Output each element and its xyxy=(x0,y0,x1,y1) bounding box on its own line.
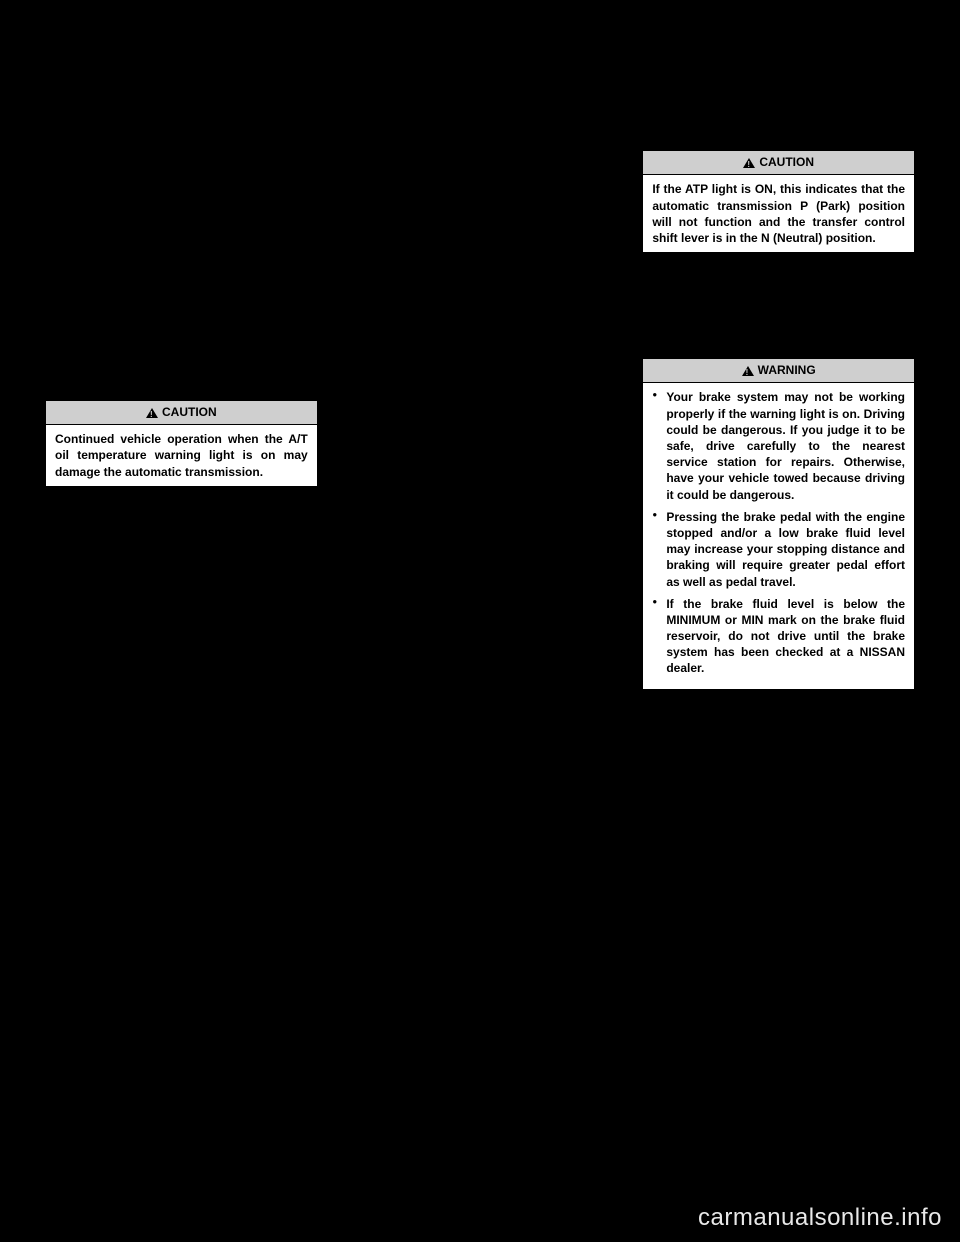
4wd-inline-icon xyxy=(168,514,198,526)
parking-brake-sub: Parking brake indicator: xyxy=(344,282,617,299)
caution-box-1: CAUTION Continued vehicle operation when… xyxy=(45,400,318,487)
warning-triangle-icon xyxy=(146,408,158,418)
at-oil-temp-icon: A/T xyxy=(45,289,75,313)
caution-box-2: CAUTION If the ATP light is ON, this ind… xyxy=(642,150,915,253)
caution-2-label: CAUTION xyxy=(759,154,814,171)
low-fluid-body: When the ignition switch is placed in th… xyxy=(344,381,617,468)
atp-icon: ATP xyxy=(45,500,75,524)
intro-paragraph: The following warning lights, when activ… xyxy=(45,55,318,125)
additional-info: For additional information see "Vehicle … xyxy=(642,263,915,350)
caution-1-label: CAUTION xyxy=(162,404,217,421)
watermark: carmanualsonline.info xyxy=(698,1204,942,1232)
svg-text:A: A xyxy=(356,71,360,77)
brake-step-1: 1. Check the brake fluid level. Add brak… xyxy=(344,476,617,546)
bullet-at-oil: Automatic Transmission (A/T) oil tempera… xyxy=(45,133,318,168)
see-mfd-note: For more information, see the separate M… xyxy=(45,244,318,279)
brake-intro: This light functions for both the parkin… xyxy=(344,239,617,274)
warning-bullets: Automatic Transmission (A/T) oil tempera… xyxy=(45,133,318,238)
at-park-body: This light indicates that the automatic … xyxy=(45,533,318,637)
abs-body: When the parking brake is released and t… xyxy=(344,616,617,686)
at-check-body: When the ignition switch is placed in th… xyxy=(344,97,617,201)
at-park-title: Automatic Transmission (A/T) park warnin… xyxy=(83,497,318,527)
warning-body: Your brake system may not be working pro… xyxy=(643,383,914,688)
warn-bullet-3: If the brake fluid level is below the MI… xyxy=(652,596,905,677)
warn-bullet-1: Your brake system may not be working pro… xyxy=(652,389,905,502)
svg-text:A/T: A/T xyxy=(52,298,64,305)
brake-step-2: 2. If the brake fluid level is correct, … xyxy=(344,554,617,589)
bullet-tire-pressure: Tire pressure low warning xyxy=(45,220,318,237)
columns-wrapper: The following warning lights, when activ… xyxy=(45,55,915,1155)
column-1: The following warning lights, when activ… xyxy=(45,55,318,1155)
warning-triangle-icon xyxy=(743,158,755,168)
at-check-icon: A A/T xyxy=(344,64,374,88)
column-2: A A/T Automatic Transmission check warni… xyxy=(344,55,617,1155)
abs-sub: Anti-lock Braking System (ABS) warning l… xyxy=(344,596,617,613)
abs-continued: ABS is not functioning properly. Have th… xyxy=(642,55,915,142)
warning-box: WARNING Your brake system may not be wor… xyxy=(642,358,915,690)
parking-brake-body: When the ignition switch is placed in th… xyxy=(344,302,617,354)
warning-header: WARNING xyxy=(643,359,914,383)
at-oil-body: This light comes on when the automatic t… xyxy=(45,322,318,392)
manual-page: The following warning lights, when activ… xyxy=(0,0,960,1242)
brake-icon: ! xyxy=(344,209,374,233)
caution-1-body: Continued vehicle operation when the A/T… xyxy=(46,425,317,486)
at-oil-title: Automatic Transmission (A/T) oil tempera… xyxy=(83,286,318,316)
brake-heading: ! Brake warning light xyxy=(344,209,617,233)
at-check-heading: A A/T Automatic Transmission check warni… xyxy=(344,61,617,91)
svg-text:!: ! xyxy=(357,217,360,226)
column-3: ABS is not functioning properly. Have th… xyxy=(642,55,915,1155)
bullet-at-park: Automatic Transmission (A/T) Park warnin… xyxy=(45,173,318,190)
at-check-title: Automatic Transmission check warning lig… xyxy=(382,61,617,91)
warning-label: WARNING xyxy=(758,362,816,379)
at-park-heading: ATP Automatic Transmission (A/T) park wa… xyxy=(45,497,318,527)
caution-1-header: CAUTION xyxy=(46,401,317,425)
warn-bullet-2: Pressing the brake pedal with the engine… xyxy=(652,509,905,590)
low-fluid-sub: Low brake fluid warning light: xyxy=(344,362,617,379)
bullet-light-reminder: Light reminder warning xyxy=(45,197,318,214)
brake-title: Brake warning light xyxy=(382,214,493,229)
at-oil-heading: A/T Automatic Transmission (A/T) oil tem… xyxy=(45,286,318,316)
page-footer: 2-10 Instruments and controls xyxy=(45,1180,191,1192)
svg-text:ATP: ATP xyxy=(51,508,68,518)
caution-2-body: If the ATP light is ON, this indicates t… xyxy=(643,175,914,252)
svg-text:A/T: A/T xyxy=(354,80,364,86)
warning-triangle-icon xyxy=(742,366,754,376)
caution-2-header: CAUTION xyxy=(643,151,914,175)
